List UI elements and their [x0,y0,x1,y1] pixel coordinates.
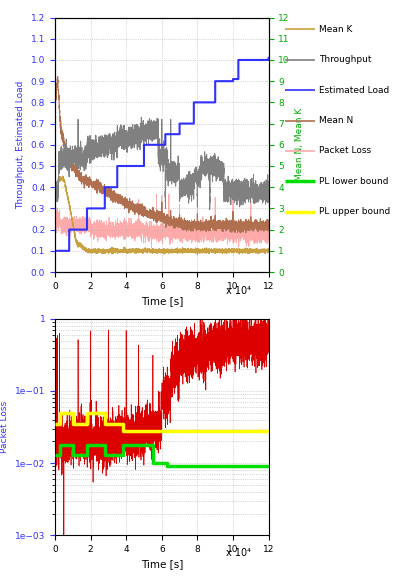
X-axis label: Time [s]: Time [s] [140,297,183,307]
Text: x 10⁴: x 10⁴ [226,548,251,558]
Text: Mean K: Mean K [319,25,353,34]
Text: x 10⁴: x 10⁴ [226,285,251,295]
Text: PL lower bound: PL lower bound [319,177,389,186]
Y-axis label: Throughput, Estimated Load: Throughput, Estimated Load [16,81,25,209]
Text: Estimated Load: Estimated Load [319,85,390,95]
Text: Packet Loss: Packet Loss [319,146,372,156]
Text: Throughput: Throughput [319,55,372,64]
Text: Mean N: Mean N [319,116,354,125]
Y-axis label: Packet Loss: Packet Loss [0,401,9,453]
Y-axis label: Mean N, Mean K: Mean N, Mean K [295,108,304,181]
Text: PL upper bound: PL upper bound [319,207,391,216]
X-axis label: Time [s]: Time [s] [140,560,183,570]
